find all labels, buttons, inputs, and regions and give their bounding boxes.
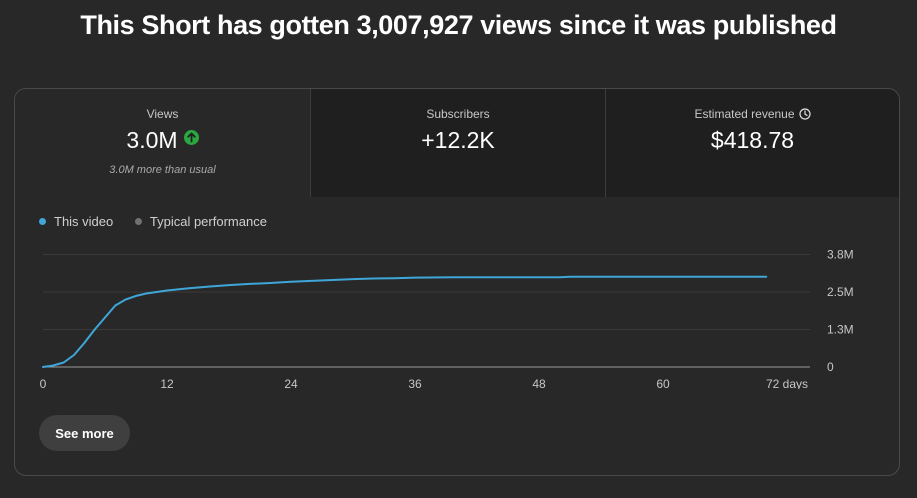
legend-label-this-video: This video [54, 214, 114, 229]
legend-dot-typical [134, 218, 142, 225]
y-tick-label: 2.5M [827, 285, 854, 299]
x-tick-label: 60 [656, 377, 670, 389]
views-line-chart[interactable]: 0 1.3M 2.5M 3.8M 0 12 24 36 48 60 72 days [15, 239, 899, 392]
metric-revenue-value: $418.78 [710, 127, 795, 153]
x-tick-label: 36 [408, 377, 422, 389]
series-line-this-video [42, 275, 768, 368]
x-tick-label: 12 [160, 377, 174, 389]
metric-revenue[interactable]: Estimated revenue $418.78 [605, 89, 899, 197]
legend-dot-this-video [39, 218, 46, 225]
page-title: This Short has gotten 3,007,927 views si… [80, 10, 837, 40]
arrow-up-icon [183, 130, 199, 145]
metric-views-comparison: 3.0M more than usual [109, 164, 216, 176]
metric-revenue-label-row: Estimated revenue [606, 107, 899, 121]
chart-legend: This video Typical performance [39, 214, 285, 229]
legend-this-video[interactable]: This video [39, 214, 113, 229]
legend-label-typical: Typical performance [149, 214, 267, 229]
metric-views-value-row: 3.0M [15, 127, 310, 154]
metrics-row: Views 3.0M 3.0M more than usual Subscrib… [15, 89, 899, 197]
legend-typical[interactable]: Typical performance [134, 214, 267, 229]
metric-subscribers-value: +12.2K [421, 127, 495, 153]
y-tick-label: 3.8M [827, 248, 854, 262]
y-tick-label: 0 [827, 360, 834, 374]
performance-card: Views 3.0M 3.0M more than usual Subscrib… [14, 88, 900, 476]
see-more-button[interactable]: See more [39, 415, 130, 451]
metric-subscribers-label: Subscribers [426, 107, 490, 121]
metric-views[interactable]: Views 3.0M 3.0M more than usual [15, 89, 310, 197]
x-tick-label: 72 days [766, 377, 808, 389]
metric-subscribers[interactable]: Subscribers +12.2K [310, 89, 605, 197]
chart-area: 0 1.3M 2.5M 3.8M 0 12 24 36 48 60 72 days [15, 239, 899, 392]
metric-views-value: 3.0M [126, 127, 178, 153]
x-tick-label: 48 [532, 377, 546, 389]
metric-revenue-label: Estimated revenue [694, 107, 795, 121]
x-tick-label: 0 [40, 377, 47, 389]
metric-views-label: Views [146, 107, 179, 121]
clock-icon [798, 108, 811, 120]
x-tick-label: 24 [284, 377, 298, 389]
y-tick-label: 1.3M [827, 323, 854, 337]
